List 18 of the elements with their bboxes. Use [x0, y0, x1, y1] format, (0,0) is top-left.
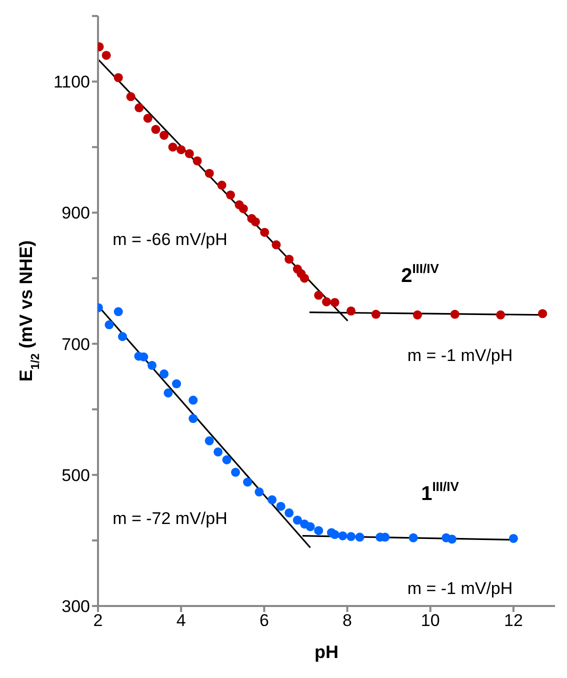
annotation: m = -1 mV/pH — [407, 346, 513, 366]
x-tick-label: 6 — [259, 611, 269, 630]
annotation: 1$^{III/IV}$ — [421, 478, 460, 506]
x-axis-title: pH — [314, 642, 338, 662]
annotation: m = -1 mV/pH — [407, 579, 513, 598]
annotation: m = -72 mV/pH — [112, 509, 228, 528]
x-tick-label: 8 — [342, 611, 352, 630]
y-tick-label: 900 — [62, 204, 90, 223]
x-tick-label: 12 — [504, 611, 523, 630]
y-tick-label: 300 — [62, 597, 90, 616]
x-tick-label: 4 — [176, 611, 186, 630]
x-tick-label: 10 — [420, 611, 440, 630]
y-tick-label: 1100 — [53, 72, 90, 92]
y-tick-label: 500 — [62, 466, 90, 485]
x-tick-label: 2 — [93, 611, 103, 630]
y-tick-label: 700 — [62, 334, 90, 354]
annotation: 2$^{III/IV}$ — [401, 260, 440, 288]
annotation: m = -66 mV/pH — [112, 230, 228, 250]
